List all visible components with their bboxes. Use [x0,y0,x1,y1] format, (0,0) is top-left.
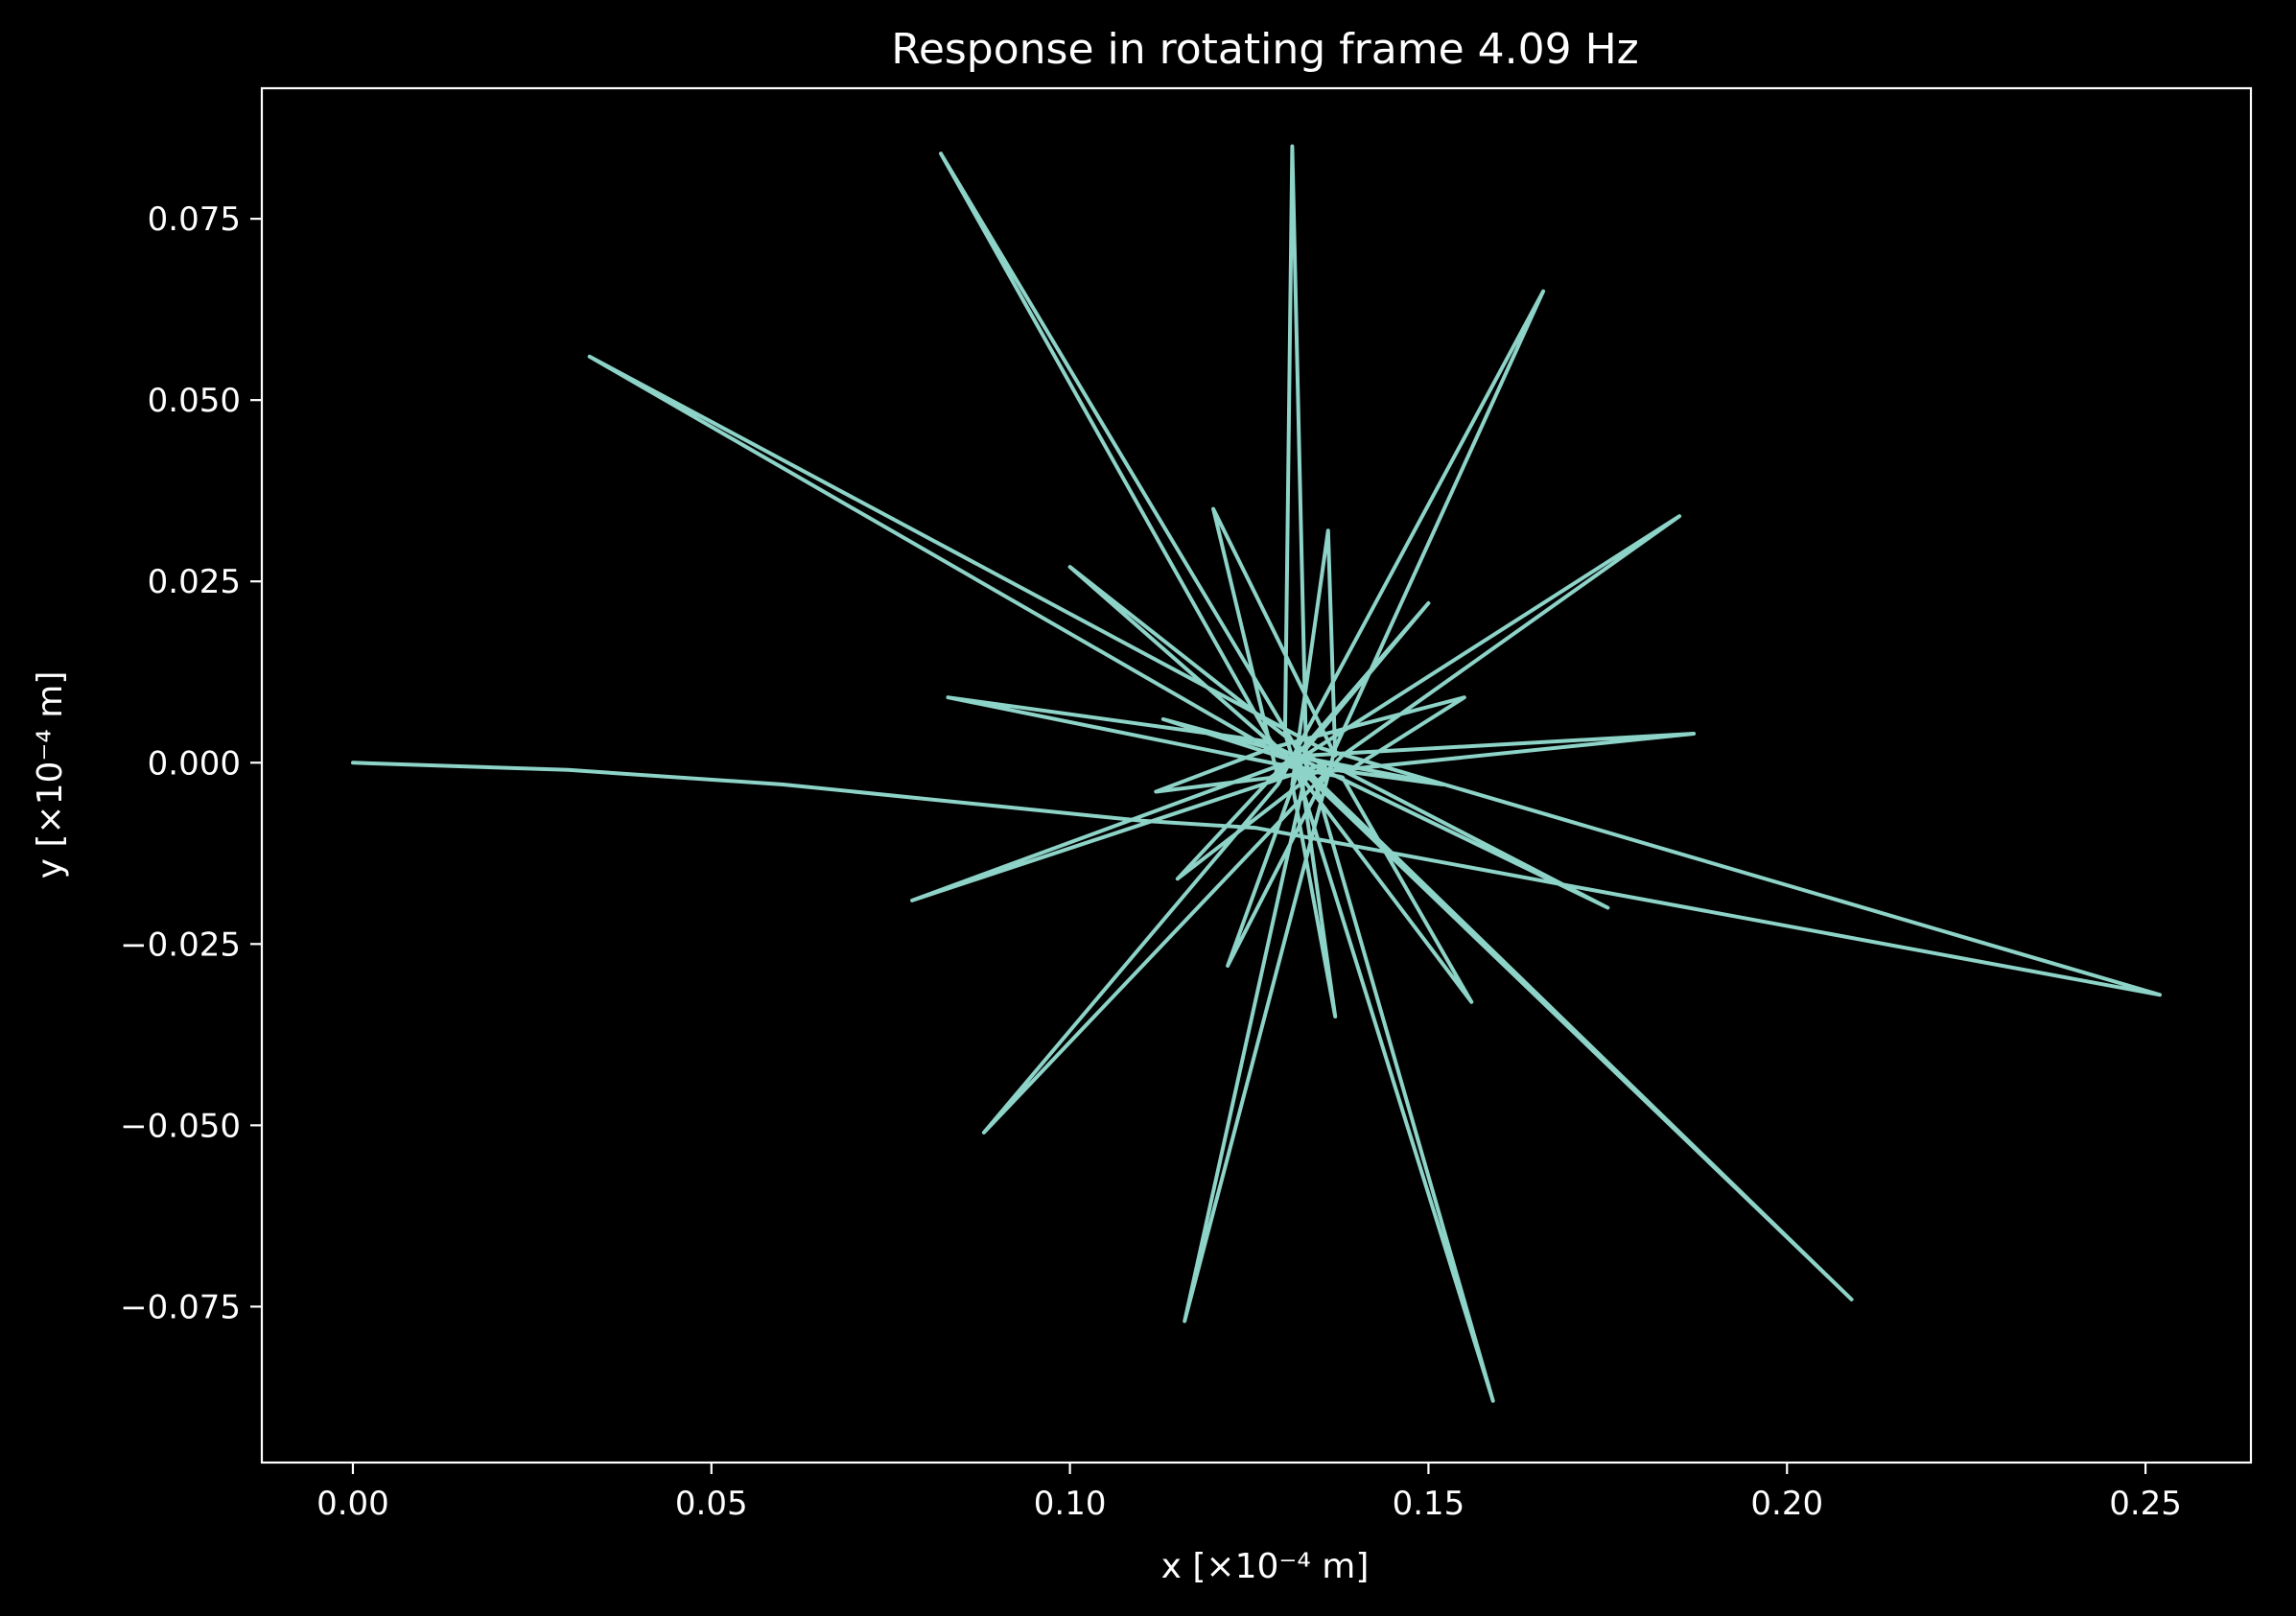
y-tick-label: 0.050 [148,382,241,420]
x-axis-label: x [×10⁻⁴ m] [1161,1547,1370,1586]
y-tick-label: 0.000 [148,744,241,783]
y-axis-label: y [×10⁻⁴ m] [31,671,70,879]
y-tick-label: 0.075 [148,200,241,239]
series-line [351,144,2162,1403]
x-tick-label: 0.10 [1034,1485,1107,1523]
plot-area [260,86,2253,1464]
axes-frame [260,86,2253,1464]
y-axis: 0.075 0.050 0.025 0.000 −0.025 −0.050 −0.075 [120,200,262,1326]
y-tick-label: 0.025 [148,563,241,601]
x-tick-label: 0.15 [1393,1485,1465,1523]
series-layer [351,144,2162,1403]
y-tick-label: −0.025 [120,925,241,964]
chart-title: Response in rotating frame 4.09 Hz [891,25,1639,74]
x-tick-label: 0.00 [316,1485,389,1523]
x-tick-label: 0.25 [2109,1485,2182,1523]
x-tick-label: 0.20 [1750,1485,1823,1523]
y-tick-label: −0.075 [120,1288,241,1326]
x-axis: 0.00 0.05 0.10 0.15 0.20 0.25 [316,1463,2182,1523]
y-tick-label: −0.050 [120,1107,241,1145]
x-tick-label: 0.05 [675,1485,748,1523]
